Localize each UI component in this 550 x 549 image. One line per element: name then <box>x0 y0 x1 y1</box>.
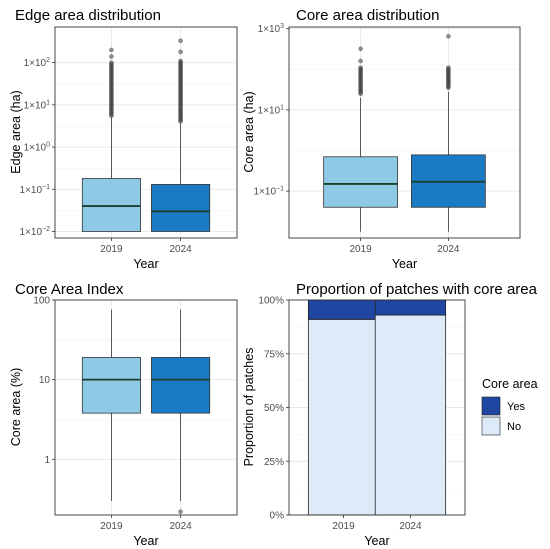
box-body <box>323 156 398 208</box>
panel-2: 1×10−1 1×101 1×103 2019 2024 Core area distri… <box>242 7 521 271</box>
outlier-point <box>358 65 363 70</box>
xtick-label: 2019 <box>100 244 123 255</box>
legend: Core area Yes No <box>481 377 538 436</box>
outlier-point <box>109 60 114 65</box>
panel-border <box>54 299 238 516</box>
y-axis-label: Edge area (ha) <box>9 90 23 173</box>
outlier-point <box>358 58 363 64</box>
x-axis-label: Year <box>133 534 158 548</box>
ytick-label: 10 <box>39 375 51 386</box>
box-2019 <box>81 47 141 232</box>
box-body <box>151 184 211 232</box>
box-2019 <box>81 309 141 501</box>
ytick-label: 100 <box>33 296 50 307</box>
ytick-label: 1×101 <box>258 104 285 116</box>
ytick-label: 1×101 <box>24 99 51 111</box>
outlier-point <box>178 38 183 44</box>
outlier-point <box>446 33 451 39</box>
panel-border <box>54 26 238 239</box>
bar-yes-2024 <box>374 299 447 316</box>
ytick-label: 1×10−1 <box>19 184 50 196</box>
legend-title: Core area <box>482 377 538 391</box>
xtick-label: 2024 <box>169 244 192 255</box>
ytick-label: 1×102 <box>24 57 51 69</box>
outlier-point <box>109 47 114 53</box>
y-axis-label: Core area (ha) <box>242 91 256 172</box>
y-axis-label: Proportion of patches <box>242 348 256 467</box>
box-2024 <box>411 33 486 232</box>
ytick-label: 1 <box>44 455 50 466</box>
ytick-label: 100% <box>258 296 284 307</box>
legend-key-yes <box>481 396 501 416</box>
outlier-point <box>178 509 183 515</box>
legend-label-no: No <box>507 421 521 433</box>
y-axis-label: Core area (%) <box>9 368 23 447</box>
x-axis-label: Year <box>133 257 158 271</box>
xtick-label: 2024 <box>437 244 460 255</box>
bar-no-2024 <box>374 314 447 516</box>
xtick-label: 2019 <box>349 244 372 255</box>
outlier-point <box>178 58 183 64</box>
x-axis-label: Year <box>392 257 417 271</box>
outlier-point <box>178 49 183 55</box>
panel-title: Edge area distribution <box>15 7 161 24</box>
ytick-label: 1×103 <box>258 23 285 35</box>
ytick-label: 75% <box>264 349 284 360</box>
x-axis-label: Year <box>364 534 389 548</box>
box-2024 <box>151 38 211 232</box>
panel-1: 1×10−2 1×10−1 1×100 1×101 1×102 2019 2024 Edge … <box>9 7 238 271</box>
ytick-label: 0% <box>270 511 285 522</box>
panel-title: Proportion of patches with core area <box>296 281 538 298</box>
ytick-label: 1×10−1 <box>253 186 284 198</box>
ytick-label: 25% <box>264 457 284 468</box>
panel-title: Core Area Index <box>15 281 124 298</box>
legend-label-yes: Yes <box>507 401 525 413</box>
box-body <box>151 357 211 414</box>
xtick-label: 2024 <box>169 521 192 532</box>
box-body <box>81 178 141 232</box>
box-2024 <box>151 309 211 515</box>
panel-3: 1 10 100 2019 2024 Core Area Index Year Core ar… <box>9 281 238 548</box>
outlier-point <box>109 54 114 59</box>
xtick-label: 2019 <box>332 521 355 532</box>
ytick-label: 1×100 <box>24 142 51 154</box>
box-2019 <box>323 46 398 232</box>
panel-border <box>288 26 521 239</box>
panel-title: Core area distribution <box>296 7 439 24</box>
panel-4: 0% 25% 50% 75% 100% 2019 2024 Proportion of pat… <box>242 281 538 548</box>
xtick-label: 2019 <box>100 521 123 532</box>
box-body <box>81 357 141 414</box>
xtick-label: 2024 <box>399 521 422 532</box>
bar-no-2019 <box>307 318 380 516</box>
ytick-label: 1×10−2 <box>19 226 50 238</box>
ytick-label: 50% <box>264 403 284 414</box>
legend-key-no <box>481 416 501 436</box>
bar-yes-2019 <box>307 299 380 320</box>
outlier-point <box>358 46 363 52</box>
outlier-point <box>446 65 451 70</box>
